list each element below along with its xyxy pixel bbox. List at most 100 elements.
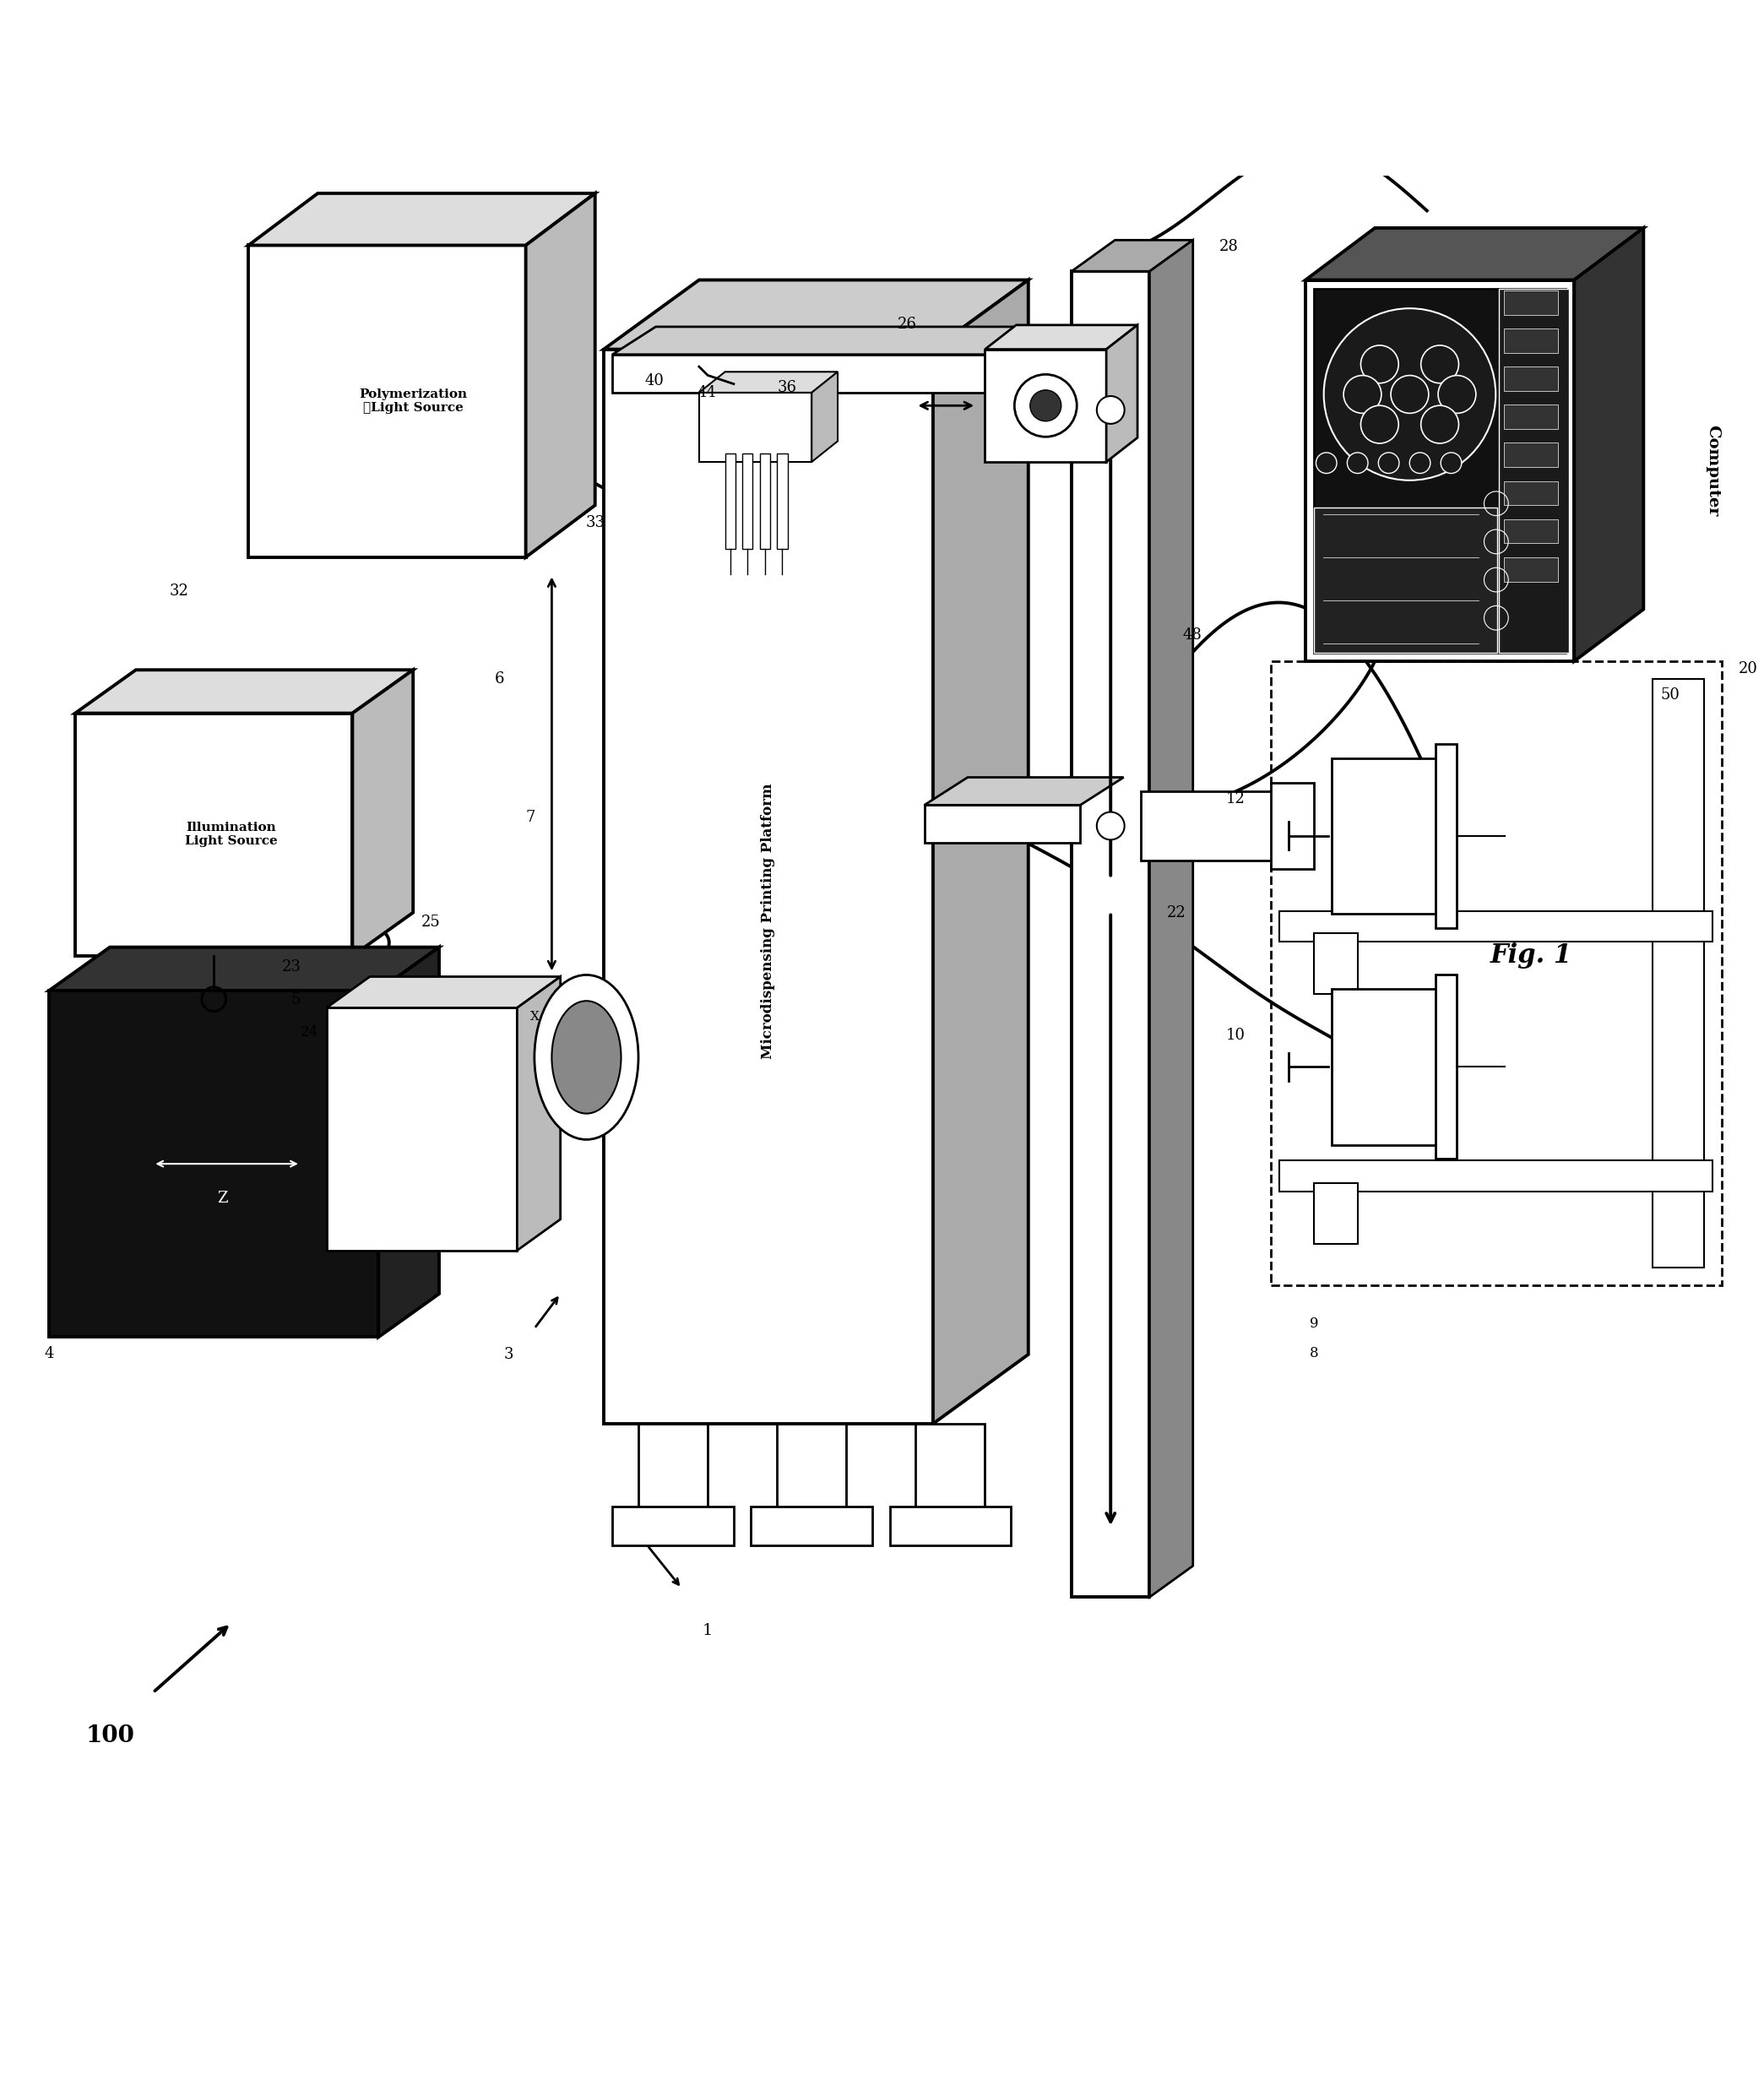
Bar bbox=[1279, 911, 1713, 942]
Text: 3: 3 bbox=[503, 1347, 513, 1362]
Bar bbox=[776, 452, 787, 548]
Bar bbox=[1314, 1182, 1358, 1243]
Bar bbox=[1314, 288, 1565, 653]
Text: 12: 12 bbox=[1226, 790, 1245, 807]
Text: 4: 4 bbox=[44, 1345, 53, 1362]
Circle shape bbox=[1378, 452, 1399, 473]
Circle shape bbox=[1014, 375, 1076, 436]
Bar bbox=[776, 1424, 847, 1510]
Polygon shape bbox=[612, 327, 1124, 354]
Circle shape bbox=[1316, 452, 1337, 473]
Text: 100: 100 bbox=[85, 1724, 134, 1747]
Bar bbox=[1505, 290, 1558, 315]
Bar bbox=[1270, 782, 1314, 869]
Polygon shape bbox=[49, 947, 439, 990]
Text: 33: 33 bbox=[586, 515, 605, 530]
Bar bbox=[1653, 678, 1704, 1268]
Bar bbox=[1505, 367, 1558, 390]
Circle shape bbox=[1097, 811, 1124, 840]
Circle shape bbox=[1344, 375, 1381, 413]
Bar bbox=[1141, 790, 1279, 861]
Bar bbox=[1073, 271, 1150, 1597]
Polygon shape bbox=[326, 1007, 517, 1251]
Bar bbox=[1436, 976, 1457, 1159]
Bar bbox=[612, 354, 1080, 392]
Bar bbox=[751, 1507, 873, 1545]
Text: Microdispensing Printing Platform: Microdispensing Printing Platform bbox=[762, 784, 776, 1059]
Polygon shape bbox=[76, 713, 353, 955]
Text: Fig. 1: Fig. 1 bbox=[1491, 942, 1572, 970]
Bar bbox=[1505, 557, 1558, 582]
Polygon shape bbox=[49, 990, 379, 1336]
Circle shape bbox=[1323, 309, 1496, 480]
Polygon shape bbox=[699, 371, 838, 392]
Text: 26: 26 bbox=[898, 317, 917, 332]
Bar bbox=[725, 452, 736, 548]
Polygon shape bbox=[933, 279, 1028, 1424]
Polygon shape bbox=[699, 392, 811, 463]
Bar bbox=[1314, 934, 1358, 995]
Bar bbox=[1270, 661, 1722, 1284]
Text: 36: 36 bbox=[776, 379, 797, 394]
Polygon shape bbox=[353, 669, 413, 955]
Text: 7: 7 bbox=[526, 809, 534, 826]
Bar bbox=[1505, 329, 1558, 352]
Polygon shape bbox=[1305, 279, 1573, 661]
Bar bbox=[1505, 482, 1558, 505]
Polygon shape bbox=[1106, 325, 1138, 463]
Text: Illumination
Light Source: Illumination Light Source bbox=[185, 821, 277, 847]
Text: 9: 9 bbox=[1311, 1316, 1319, 1330]
Text: 32: 32 bbox=[169, 584, 189, 598]
Text: 10: 10 bbox=[1226, 1028, 1245, 1042]
Text: 5: 5 bbox=[291, 992, 300, 1007]
Polygon shape bbox=[249, 194, 594, 246]
Bar bbox=[924, 805, 1080, 842]
Polygon shape bbox=[603, 279, 1028, 350]
Text: 6: 6 bbox=[496, 671, 505, 686]
Bar bbox=[760, 452, 771, 548]
Circle shape bbox=[1360, 346, 1399, 384]
Circle shape bbox=[1348, 452, 1367, 473]
Polygon shape bbox=[249, 246, 526, 557]
Bar bbox=[1436, 744, 1457, 928]
Text: 48: 48 bbox=[1182, 628, 1201, 642]
Text: 50: 50 bbox=[1662, 688, 1679, 703]
Ellipse shape bbox=[552, 1001, 621, 1113]
Bar bbox=[612, 1507, 734, 1545]
Bar bbox=[889, 1507, 1011, 1545]
Polygon shape bbox=[984, 325, 1138, 350]
Polygon shape bbox=[379, 947, 439, 1336]
Polygon shape bbox=[1150, 240, 1192, 1597]
Bar bbox=[1505, 442, 1558, 467]
Text: 1: 1 bbox=[702, 1622, 713, 1639]
Circle shape bbox=[1360, 404, 1399, 444]
Polygon shape bbox=[984, 350, 1106, 463]
Polygon shape bbox=[526, 194, 594, 557]
Polygon shape bbox=[811, 371, 838, 463]
Bar bbox=[1499, 288, 1568, 653]
Polygon shape bbox=[1573, 227, 1644, 661]
Text: 40: 40 bbox=[646, 373, 665, 388]
Text: 44: 44 bbox=[697, 386, 716, 400]
Circle shape bbox=[1030, 390, 1062, 421]
Circle shape bbox=[1438, 375, 1476, 413]
Polygon shape bbox=[1305, 227, 1644, 279]
Polygon shape bbox=[603, 350, 933, 1424]
Text: 25: 25 bbox=[422, 915, 439, 930]
Text: 28: 28 bbox=[1219, 240, 1238, 254]
Bar bbox=[1314, 507, 1498, 653]
Text: 22: 22 bbox=[1168, 905, 1185, 919]
Circle shape bbox=[1097, 396, 1124, 423]
Bar bbox=[1505, 519, 1558, 544]
Ellipse shape bbox=[534, 976, 639, 1140]
Text: 23: 23 bbox=[282, 959, 302, 974]
Bar bbox=[1505, 404, 1558, 430]
Text: Polymerization
☉Light Source: Polymerization ☉Light Source bbox=[360, 388, 467, 415]
Polygon shape bbox=[76, 669, 413, 713]
Circle shape bbox=[1422, 346, 1459, 384]
Text: X: X bbox=[529, 1011, 540, 1022]
Polygon shape bbox=[326, 976, 561, 1007]
Bar bbox=[1332, 759, 1445, 913]
Bar bbox=[743, 452, 753, 548]
Circle shape bbox=[1409, 452, 1431, 473]
